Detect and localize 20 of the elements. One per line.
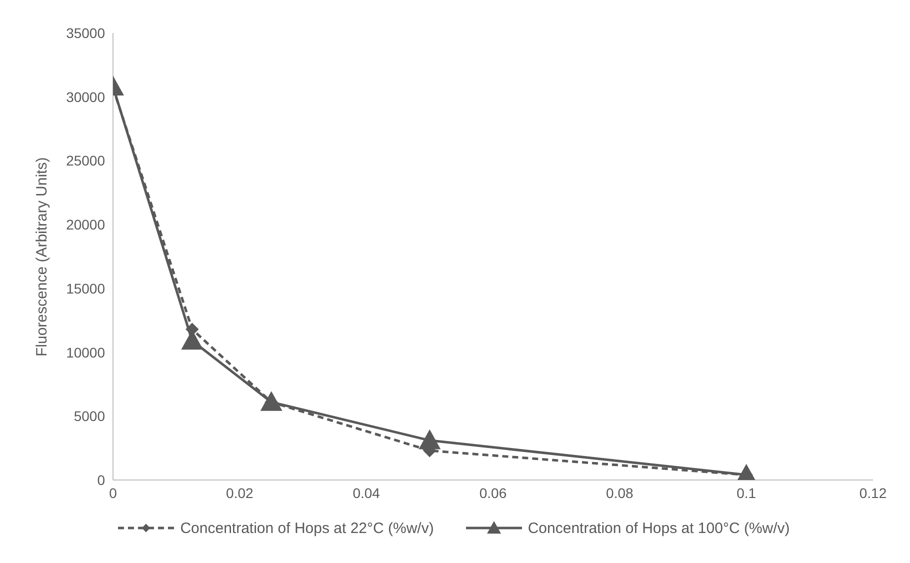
y-tick-label: 20000 (66, 216, 106, 233)
x-tick-label: 0.04 (352, 484, 380, 501)
y-tick-label: 5000 (74, 408, 106, 424)
y-tick-label: 0 (97, 472, 106, 488)
legend-label: Concentration of Hops at 100°C (%w/v) (528, 520, 790, 536)
y-axis-title: Fluorescence (Arbitrary Units) (33, 157, 50, 356)
x-tick-label: 0.12 (859, 484, 887, 501)
x-tick-label: 0 (109, 484, 118, 501)
y-tick-label: 10000 (66, 344, 106, 360)
legend-label: Concentration of Hops at 22°C (%w/v) (180, 520, 434, 536)
y-tick-label: 25000 (66, 152, 106, 169)
x-tick-label: 0.06 (479, 484, 507, 501)
y-tick-label: 30000 (66, 88, 106, 105)
x-tick-label: 0.08 (606, 484, 634, 501)
y-tick-label: 35000 (66, 24, 106, 41)
y-tick-label: 15000 (66, 280, 106, 296)
point (260, 391, 282, 411)
point (418, 429, 441, 450)
x-tick-label: 0.1 (736, 484, 756, 501)
x-tick-label: 0.02 (226, 484, 254, 501)
